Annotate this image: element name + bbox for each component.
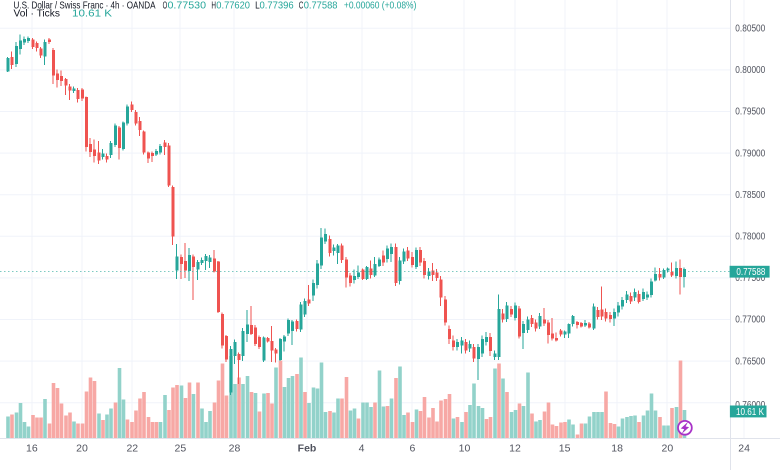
svg-text:0.77588: 0.77588 [736, 267, 765, 278]
svg-text:+0.00060 (+0.08%): +0.00060 (+0.08%) [344, 0, 417, 12]
svg-text:U.S. Dollar / Swiss Franc · 4h: U.S. Dollar / Swiss Franc · 4h · OANDA [14, 0, 156, 12]
svg-text:0.77620: 0.77620 [216, 0, 250, 12]
svg-text:C: C [299, 0, 304, 12]
svg-text:0.79500: 0.79500 [735, 107, 765, 118]
svg-text:0.80000: 0.80000 [735, 65, 765, 76]
svg-text:12: 12 [509, 443, 521, 455]
svg-text:25: 25 [175, 443, 187, 455]
svg-text:20: 20 [76, 443, 88, 455]
svg-text:Vol · Ticks: Vol · Ticks [14, 7, 61, 19]
svg-text:0.77396: 0.77396 [260, 0, 294, 12]
svg-text:6: 6 [409, 443, 415, 455]
svg-text:0.77000: 0.77000 [735, 315, 765, 326]
svg-text:0.78500: 0.78500 [735, 190, 765, 201]
svg-text:16: 16 [26, 443, 38, 455]
svg-text:28: 28 [229, 443, 241, 455]
svg-text:0.78000: 0.78000 [735, 232, 765, 243]
svg-text:Feb: Feb [298, 443, 317, 455]
svg-text:22: 22 [126, 443, 138, 455]
svg-text:0.77500: 0.77500 [735, 273, 765, 284]
svg-text:O: O [163, 0, 168, 12]
svg-text:10: 10 [459, 443, 471, 455]
svg-text:4: 4 [359, 443, 365, 455]
svg-text:H: H [211, 0, 216, 12]
svg-text:10.61 K: 10.61 K [72, 7, 112, 19]
svg-text:0.80500: 0.80500 [735, 24, 765, 35]
svg-text:24: 24 [738, 443, 750, 455]
svg-text:0.77588: 0.77588 [304, 0, 338, 12]
svg-text:0.79000: 0.79000 [735, 148, 765, 159]
svg-text:0.77530: 0.77530 [168, 0, 207, 12]
svg-text:10.61 K: 10.61 K [736, 407, 764, 418]
svg-text:15: 15 [559, 443, 571, 455]
svg-text:L: L [255, 0, 260, 12]
svg-text:20: 20 [662, 443, 674, 455]
svg-text:0.76500: 0.76500 [735, 356, 765, 367]
svg-text:18: 18 [611, 443, 623, 455]
